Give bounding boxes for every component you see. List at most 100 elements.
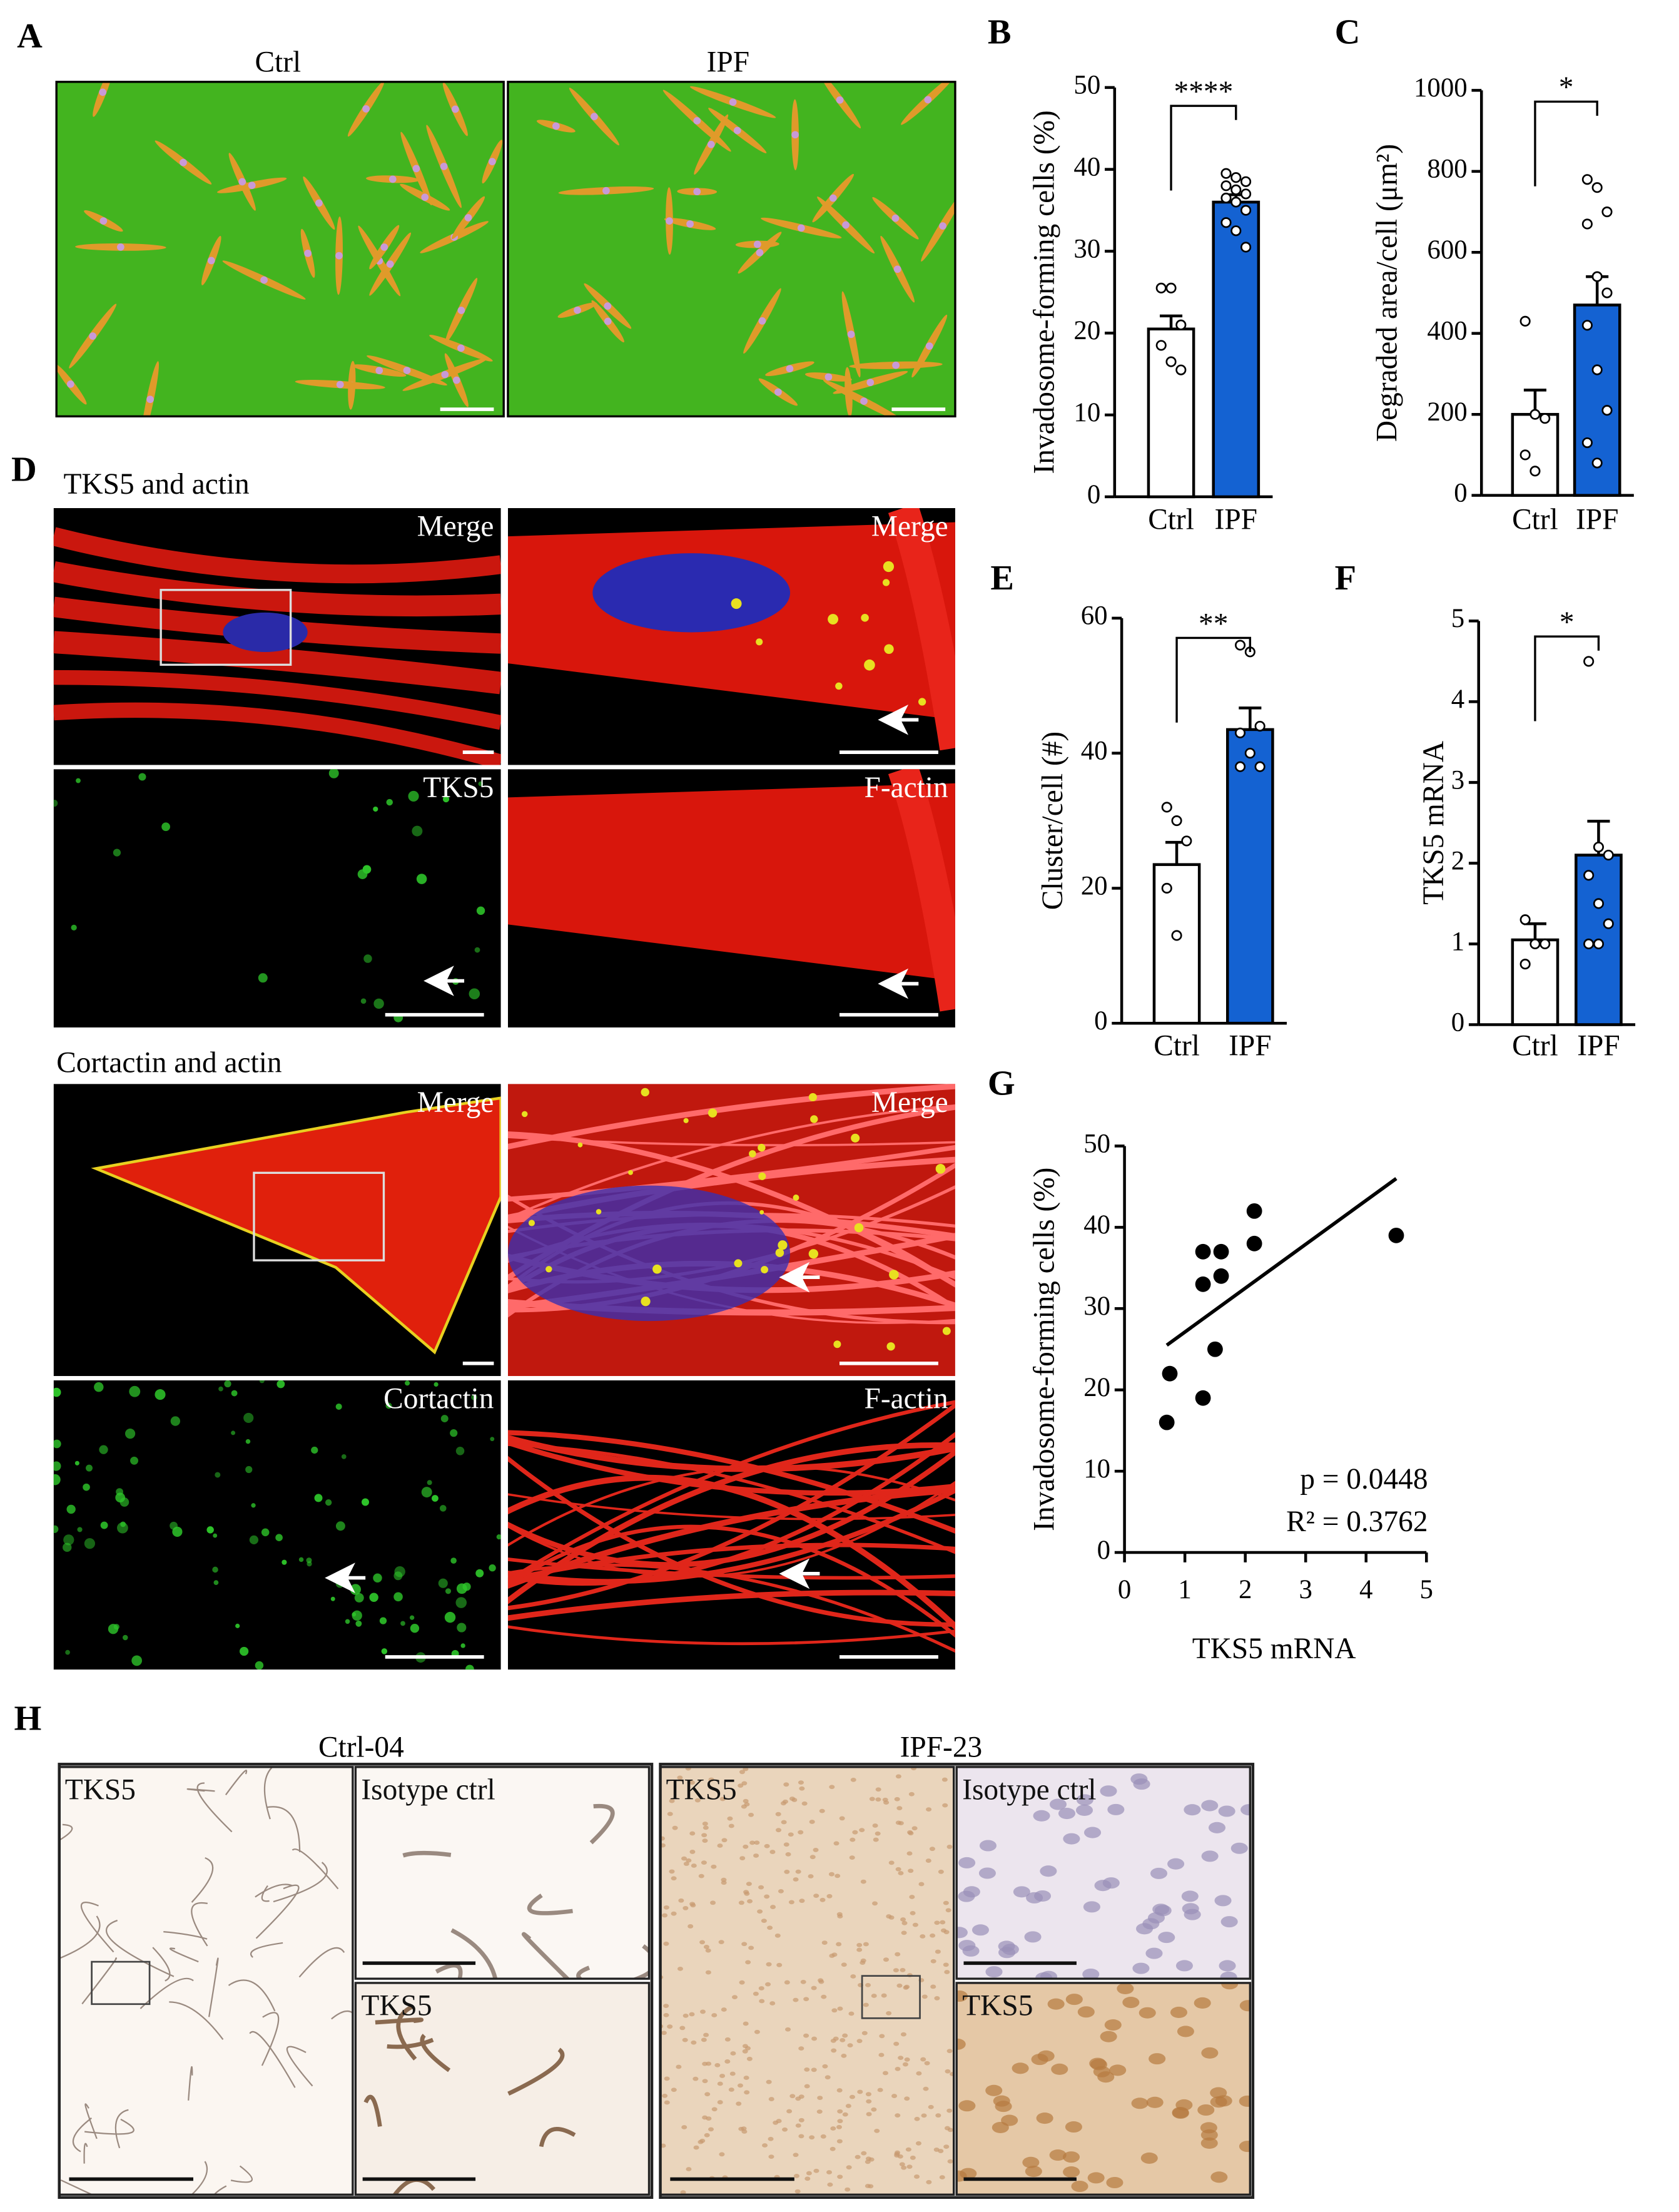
- puncta: [251, 1503, 256, 1508]
- tissue: [900, 1968, 906, 1972]
- tissue: [826, 2170, 833, 2174]
- fiber: [507, 1474, 955, 1631]
- micrograph: [355, 1766, 649, 1979]
- tissue: [809, 1855, 816, 1860]
- data-point: [1213, 1243, 1229, 1260]
- channel-label: Merge: [871, 511, 948, 543]
- puncta: [942, 1327, 951, 1335]
- tissue: [762, 2143, 768, 2148]
- tissue: [1175, 2099, 1193, 2111]
- tissue: [846, 2165, 852, 2169]
- nucleus: [893, 265, 901, 273]
- tissue: [901, 2165, 907, 2170]
- data-point: [1165, 282, 1177, 293]
- tissue: [920, 2057, 926, 2062]
- puncta: [810, 1115, 818, 1123]
- tissue: [677, 1966, 683, 1971]
- x-tick-label: Ctrl: [1154, 1030, 1200, 1063]
- puncta: [206, 1526, 214, 1534]
- puncta: [450, 1429, 458, 1437]
- puncta: [325, 1499, 332, 1506]
- tissue: [699, 1940, 706, 1945]
- tissue: [824, 2075, 831, 2080]
- image-background: [956, 1982, 1250, 2195]
- tissue: [788, 1900, 794, 1905]
- puncta: [756, 638, 763, 646]
- data-point: [1213, 1268, 1229, 1284]
- puncta: [427, 1480, 432, 1486]
- x-tick-label: 1: [1178, 1575, 1191, 1604]
- puncta: [445, 1588, 452, 1594]
- tissue: [926, 1807, 932, 1812]
- puncta: [394, 1566, 405, 1577]
- tissue: [738, 1783, 744, 1788]
- tissue: [753, 1991, 759, 1996]
- data-point: [1581, 437, 1593, 449]
- tissue: [661, 2031, 667, 2036]
- tissue: [808, 1874, 814, 1878]
- tissue: [770, 1905, 776, 1909]
- y-tick-label: 10: [1083, 1454, 1110, 1484]
- tissue: [1065, 2121, 1082, 2133]
- tissue: [895, 1820, 901, 1825]
- tissue: [1240, 1804, 1250, 1816]
- nucleus: [315, 199, 323, 207]
- tissue: [766, 2079, 772, 2084]
- tissue: [768, 2097, 774, 2101]
- tissue: [789, 2094, 796, 2099]
- puncta: [100, 1521, 108, 1529]
- tissue: [1012, 2062, 1029, 2074]
- tissue: [741, 2129, 748, 2134]
- arrow: [779, 1558, 820, 1589]
- fiber: [507, 1542, 955, 1583]
- nucleus: [707, 141, 715, 148]
- tissue: [923, 2086, 929, 2091]
- tissue: [837, 2174, 843, 2179]
- x-tick-label: Ctrl: [1512, 1030, 1558, 1063]
- tissue: [866, 2099, 872, 2104]
- tissue: [1033, 1810, 1050, 1822]
- tissue: [1106, 2176, 1124, 2189]
- tissue: [1219, 1960, 1236, 1972]
- significance-bracket: [1534, 635, 1600, 721]
- tissue: [669, 1798, 675, 1803]
- nucleus: [117, 243, 124, 251]
- puncta: [775, 1248, 784, 1257]
- x-tick-label: 0: [1118, 1575, 1131, 1604]
- arrow: [424, 966, 465, 996]
- tissue: [663, 2013, 669, 2017]
- tissue: [724, 2037, 731, 2042]
- puncta: [808, 1249, 819, 1259]
- tissue: [708, 1777, 714, 1782]
- tissue: [908, 1868, 914, 1873]
- nucleus: [457, 307, 465, 314]
- puncta: [935, 1164, 946, 1174]
- tissue: [899, 2162, 905, 2167]
- tissue: [757, 1909, 763, 1914]
- puncta: [63, 1534, 74, 1546]
- puncta: [161, 822, 170, 832]
- tissue: [849, 2094, 855, 2099]
- tissue: [1063, 2166, 1080, 2178]
- tissue: [861, 2031, 868, 2036]
- y-tick-label: 1000: [1414, 73, 1468, 103]
- nucleus: [180, 158, 187, 166]
- tissue: [292, 1848, 339, 1890]
- tissue: [686, 2167, 692, 2171]
- bar: [1147, 327, 1195, 499]
- tissue: [829, 2146, 836, 2151]
- tissue: [682, 2013, 689, 2018]
- tissue: [1025, 2166, 1042, 2178]
- puncta: [405, 1380, 410, 1386]
- tissue: [875, 1831, 881, 1836]
- tissue: [748, 1945, 754, 1950]
- y-tick-label: 2: [1451, 846, 1464, 875]
- puncta: [475, 1569, 484, 1577]
- tissue: [886, 1914, 892, 1919]
- puncta: [350, 1584, 361, 1595]
- tissue: [682, 2037, 688, 2042]
- y-axis-label: TKS5 mRNA: [1418, 741, 1450, 905]
- nucleus: [207, 257, 215, 265]
- y-axis-label: Invadosome-forming cells (%): [1028, 1168, 1060, 1531]
